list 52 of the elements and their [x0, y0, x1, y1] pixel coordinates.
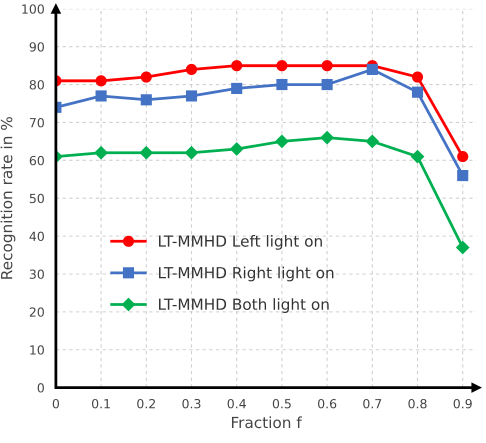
point [366, 134, 379, 148]
point [230, 142, 244, 156]
legend-label: LT-MMHD Left light on [159, 235, 322, 250]
point [96, 90, 107, 102]
y-tick-label: 50 [30, 194, 44, 204]
point [140, 146, 153, 160]
point [96, 75, 107, 86]
x-tick-label: 0 [52, 398, 60, 408]
y-tick-label: 10 [30, 345, 44, 355]
point [320, 131, 334, 144]
point [231, 60, 242, 72]
legend-label: LT-MMHD Both light on [159, 298, 329, 313]
point [322, 60, 333, 72]
point [275, 134, 288, 148]
point [231, 82, 242, 94]
point [322, 79, 333, 90]
y-tick-label: 20 [30, 307, 44, 317]
x-tick-label: 0.7 [363, 398, 382, 408]
y-tick-label: 60 [30, 156, 44, 166]
y-tick-label: 100 [22, 4, 44, 14]
point [276, 60, 288, 72]
y-tick-label: 0 [38, 383, 44, 393]
x-tick-label: 0.6 [318, 398, 336, 408]
x-tick-label: 0.5 [272, 398, 291, 408]
point [140, 71, 152, 83]
x-tick-label: 0.2 [137, 398, 155, 408]
point [457, 151, 468, 162]
point [94, 146, 108, 160]
point [186, 64, 198, 76]
x-tick-label: 0.8 [408, 398, 427, 408]
legend-label: LT-MMHD Right light on [159, 266, 334, 282]
point [412, 71, 424, 83]
x-tick-label: 0.1 [92, 398, 110, 408]
y-tick-label: 30 [30, 269, 44, 279]
point [276, 79, 288, 90]
y-tick-label: 40 [29, 232, 44, 242]
y-tick-label: 90 [30, 42, 44, 52]
point [186, 90, 198, 102]
x-axis-title: Fraction f [232, 416, 302, 428]
x-tick-label: 0.4 [228, 398, 246, 408]
x-tick-label: 0.3 [182, 398, 200, 408]
point [140, 94, 152, 106]
point [410, 150, 424, 164]
x-tick-label: 0.9 [454, 398, 472, 408]
y-tick-label: 80 [30, 80, 44, 90]
point [184, 146, 198, 160]
y-tick-label: 70 [30, 118, 44, 128]
point [412, 86, 424, 98]
point [366, 64, 378, 76]
point [456, 240, 470, 254]
point [457, 170, 468, 182]
y-axis-title: Recognition rate in % [0, 117, 16, 279]
